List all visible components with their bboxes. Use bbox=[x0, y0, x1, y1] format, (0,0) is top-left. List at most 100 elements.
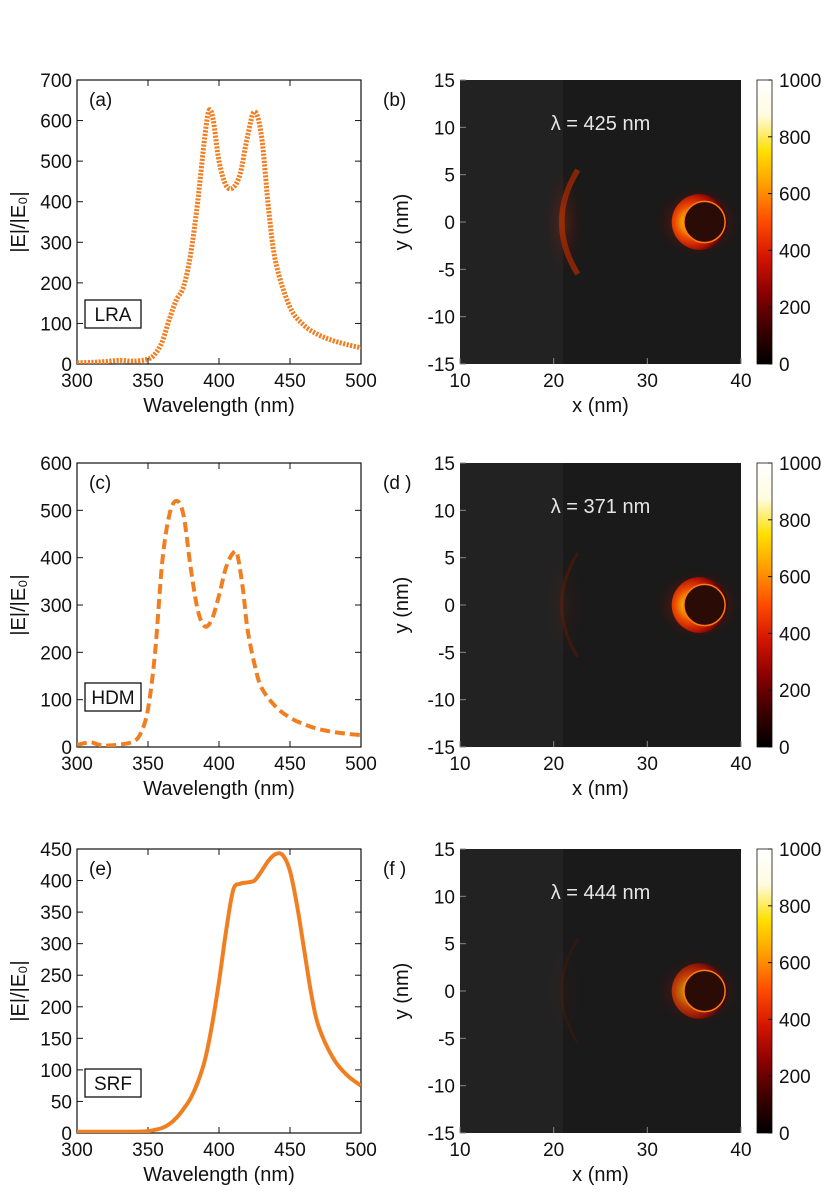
colorbar-tick-label: 400 bbox=[779, 1010, 811, 1031]
box-label-frame bbox=[84, 1068, 142, 1098]
colorbar-tick-label: 1000 bbox=[779, 71, 821, 92]
colorbar-tick-label: 0 bbox=[779, 355, 790, 376]
colorbar-tick-label: 0 bbox=[779, 738, 790, 759]
left-edge-glow bbox=[541, 931, 586, 1051]
x-tick-label: 500 bbox=[345, 371, 377, 392]
line-chart-e: 300 350 400 450 500 0 50 100 150 200 250 300 350 400 4… bbox=[8, 840, 377, 1186]
y-tick-label: 200 bbox=[40, 643, 72, 664]
x-tick-label: 350 bbox=[132, 371, 164, 392]
x-tick-label: 300 bbox=[61, 371, 93, 392]
y-tick-label: 350 bbox=[40, 903, 72, 924]
colorbar-tick-label: 1000 bbox=[779, 454, 821, 475]
y-tick-label: -10 bbox=[428, 308, 455, 329]
y-tick-label: 200 bbox=[40, 998, 72, 1019]
x-tick-label: 40 bbox=[730, 371, 751, 392]
panel-label: (a) bbox=[89, 90, 112, 111]
colorbar-tick-label: 600 bbox=[779, 568, 811, 589]
y-tick-label: -5 bbox=[438, 260, 455, 281]
y-axis-label: y (nm) bbox=[391, 577, 413, 634]
y-tick-label: 5 bbox=[444, 935, 455, 956]
y-axis-label: y (nm) bbox=[391, 194, 413, 251]
heatmap-b: 10 20 30 40 -15 -10 -5 0 5 10 15 λ = 425 nm (b) x (nm… bbox=[383, 71, 821, 417]
box-label: LRA bbox=[95, 305, 132, 326]
panel-label: (d ) bbox=[383, 473, 412, 494]
y-tick-label: 15 bbox=[434, 454, 455, 475]
y-tick-label: 250 bbox=[40, 966, 72, 987]
y-tick-label: 200 bbox=[40, 274, 72, 295]
y-tick-label: 100 bbox=[40, 691, 72, 712]
x-tick-label: 10 bbox=[449, 754, 470, 775]
x-tick-label: 30 bbox=[637, 754, 658, 775]
colorbar-tick-label: 0 bbox=[779, 1124, 790, 1145]
line-chart-c: 300 350 400 450 500 0 100 200 300 400 500 600 (c) HDM… bbox=[8, 454, 377, 800]
x-tick-label: 30 bbox=[637, 1140, 658, 1161]
colorbar-tick-label: 800 bbox=[779, 897, 811, 918]
colorbar bbox=[756, 848, 773, 1134]
x-tick-label: 500 bbox=[345, 1140, 377, 1161]
y-tick-label: 100 bbox=[40, 1061, 72, 1082]
panel-label: (e) bbox=[89, 859, 112, 880]
colorbar-tick-label: 600 bbox=[779, 954, 811, 975]
y-tick-label: 500 bbox=[40, 501, 72, 522]
y-tick-label: 10 bbox=[434, 501, 455, 522]
y-tick-label: -10 bbox=[428, 691, 455, 712]
y-tick-label: -15 bbox=[428, 1124, 455, 1145]
colorbar-tick-label: 800 bbox=[779, 511, 811, 532]
x-tick-label: 40 bbox=[730, 754, 751, 775]
y-tick-label: 300 bbox=[40, 935, 72, 956]
y-tick-label: 5 bbox=[444, 166, 455, 187]
y-axis-label: |E|/|E₀| bbox=[8, 574, 30, 635]
y-tick-label: 10 bbox=[434, 887, 455, 908]
x-tick-label: 20 bbox=[543, 371, 564, 392]
small-particle bbox=[683, 969, 726, 1013]
colorbar-tick-label: 1000 bbox=[779, 840, 821, 861]
line-chart-a: 300 350 400 450 500 0 100 200 300 400 500 600 700 (a)… bbox=[8, 71, 377, 417]
x-axis-label: x (nm) bbox=[572, 395, 629, 417]
x-tick-label: 350 bbox=[132, 1140, 164, 1161]
box-label-frame bbox=[84, 299, 142, 329]
colorbar-tick-label: 600 bbox=[779, 185, 811, 206]
panel-label: (f ) bbox=[383, 859, 406, 880]
y-tick-label: -15 bbox=[428, 355, 455, 376]
x-tick-label: 500 bbox=[345, 754, 377, 775]
x-tick-label: 300 bbox=[61, 754, 93, 775]
y-tick-label: 50 bbox=[51, 1092, 72, 1113]
y-tick-label: 0 bbox=[444, 982, 455, 1003]
colorbar-tick-label: 400 bbox=[779, 241, 811, 262]
x-tick-label: 400 bbox=[203, 1140, 235, 1161]
box-label-frame bbox=[84, 682, 142, 712]
x-tick-label: 30 bbox=[637, 371, 658, 392]
x-tick-label: 450 bbox=[274, 371, 306, 392]
x-tick-label: 400 bbox=[203, 754, 235, 775]
y-axis-label: |E|/|E₀| bbox=[8, 960, 30, 1021]
colorbar-tick-label: 200 bbox=[779, 681, 811, 702]
y-tick-label: -5 bbox=[438, 1029, 455, 1050]
x-tick-label: 400 bbox=[203, 371, 235, 392]
x-tick-label: 450 bbox=[274, 754, 306, 775]
wavelength-annotation: λ = 444 nm bbox=[551, 882, 651, 904]
y-tick-label: 0 bbox=[61, 738, 72, 759]
x-axis-label: x (nm) bbox=[572, 778, 629, 800]
left-edge-glow bbox=[541, 162, 586, 282]
y-tick-label: 0 bbox=[61, 355, 72, 376]
colorbar-tick-label: 200 bbox=[779, 298, 811, 319]
y-tick-label: 500 bbox=[40, 152, 72, 173]
x-axis-label: Wavelength (nm) bbox=[143, 1164, 295, 1186]
y-tick-label: 0 bbox=[444, 596, 455, 617]
heatmap-d: 10 20 30 40 -15 -10 -5 0 5 10 15 λ = 371 nm (d ) x (n… bbox=[383, 454, 821, 800]
x-tick-label: 40 bbox=[730, 1140, 751, 1161]
x-tick-label: 20 bbox=[543, 754, 564, 775]
wavelength-annotation: λ = 425 nm bbox=[551, 113, 651, 135]
x-tick-label: 350 bbox=[132, 754, 164, 775]
y-tick-label: -5 bbox=[438, 643, 455, 664]
heatmap-f: 10 20 30 40 -15 -10 -5 0 5 10 15 λ = 444 nm (f ) x (n… bbox=[383, 840, 821, 1186]
x-tick-label: 10 bbox=[449, 1140, 470, 1161]
left-edge-glow bbox=[541, 545, 586, 665]
y-tick-label: 15 bbox=[434, 840, 455, 861]
colorbar-tick-label: 800 bbox=[779, 128, 811, 149]
x-axis-label: x (nm) bbox=[572, 1164, 629, 1186]
y-tick-label: 600 bbox=[40, 112, 72, 133]
x-tick-label: 10 bbox=[449, 371, 470, 392]
y-tick-label: 600 bbox=[40, 454, 72, 475]
